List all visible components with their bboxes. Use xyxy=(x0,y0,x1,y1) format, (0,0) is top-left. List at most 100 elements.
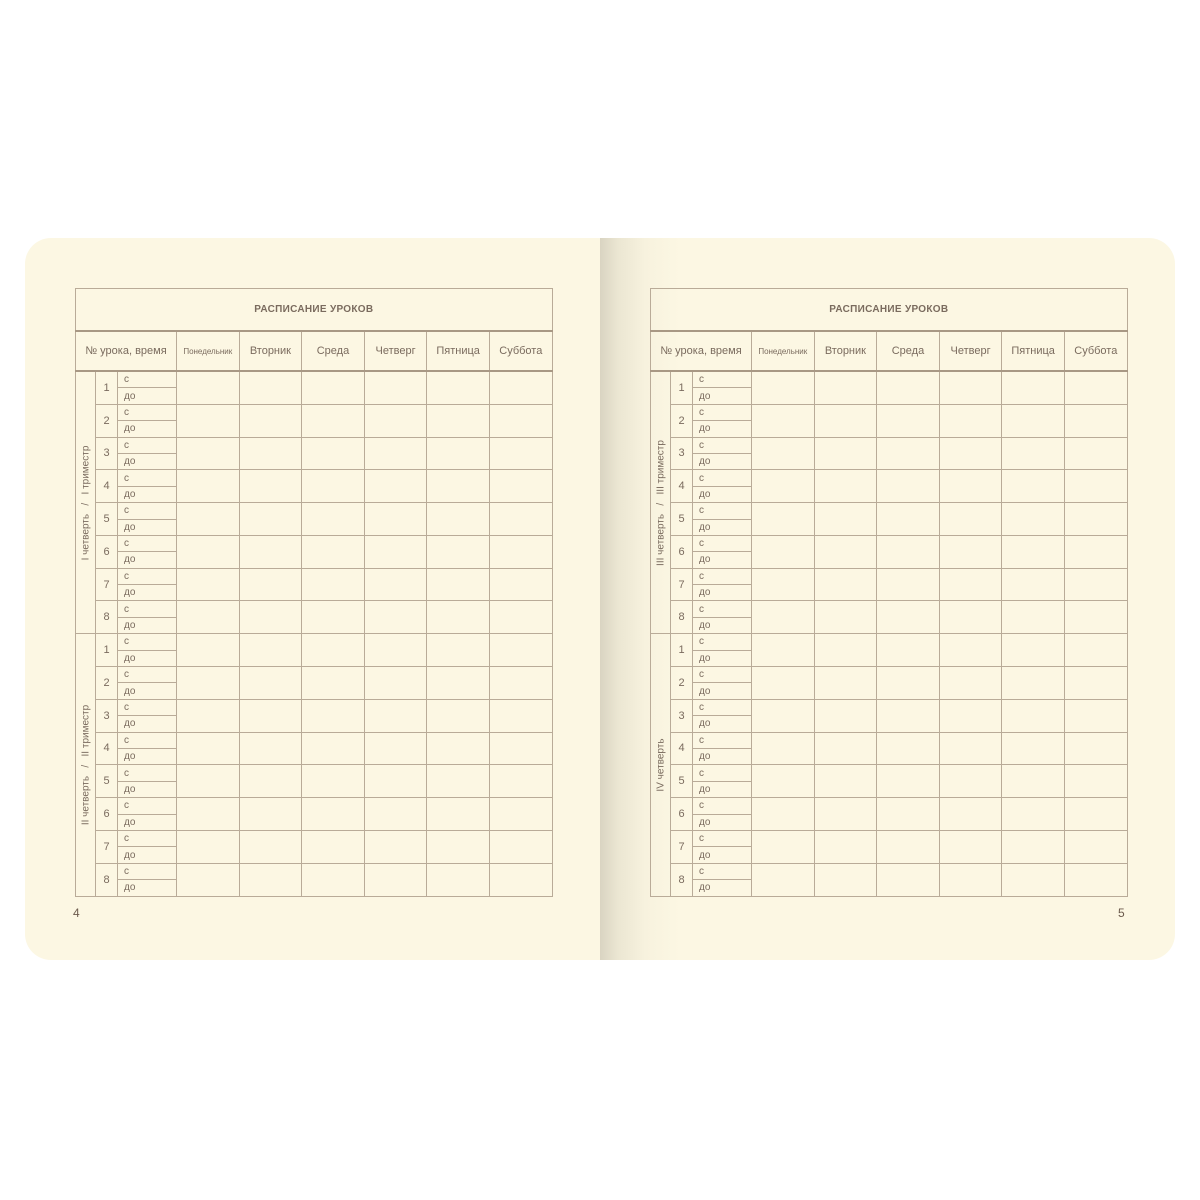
subject-cell[interactable] xyxy=(426,797,490,831)
subject-cell[interactable] xyxy=(488,698,553,733)
time-to-field[interactable]: до xyxy=(692,813,752,831)
time-to-field[interactable]: до xyxy=(117,846,177,864)
subject-cell[interactable] xyxy=(176,534,240,569)
subject-cell[interactable] xyxy=(876,862,940,897)
subject-cell[interactable] xyxy=(751,403,815,438)
subject-cell[interactable] xyxy=(363,370,428,405)
time-from-field[interactable]: с xyxy=(117,567,177,586)
subject-cell[interactable] xyxy=(301,633,365,668)
subject-cell[interactable] xyxy=(1001,862,1065,897)
subject-cell[interactable] xyxy=(1001,469,1065,504)
time-to-field[interactable]: до xyxy=(692,747,752,766)
time-from-field[interactable]: с xyxy=(117,666,177,684)
subject-cell[interactable] xyxy=(488,436,553,471)
subject-cell[interactable] xyxy=(488,633,553,668)
subject-cell[interactable] xyxy=(301,370,365,405)
time-to-field[interactable]: до xyxy=(117,616,177,635)
subject-cell[interactable] xyxy=(363,469,428,504)
subject-cell[interactable] xyxy=(301,797,365,831)
subject-cell[interactable] xyxy=(938,469,1003,504)
subject-cell[interactable] xyxy=(1063,403,1128,438)
subject-cell[interactable] xyxy=(813,469,878,504)
time-to-field[interactable]: до xyxy=(117,518,177,536)
time-from-field[interactable]: с xyxy=(692,764,752,782)
time-to-field[interactable]: до xyxy=(692,879,752,897)
subject-cell[interactable] xyxy=(488,469,553,504)
subject-cell[interactable] xyxy=(938,370,1003,405)
subject-cell[interactable] xyxy=(751,731,815,766)
subject-cell[interactable] xyxy=(876,633,940,668)
subject-cell[interactable] xyxy=(301,534,365,569)
subject-cell[interactable] xyxy=(363,731,428,766)
time-from-field[interactable]: с xyxy=(692,502,752,520)
subject-cell[interactable] xyxy=(363,600,428,635)
subject-cell[interactable] xyxy=(1063,764,1128,799)
time-to-field[interactable]: до xyxy=(117,387,177,405)
subject-cell[interactable] xyxy=(1063,567,1128,602)
subject-cell[interactable] xyxy=(938,436,1003,471)
subject-cell[interactable] xyxy=(751,633,815,668)
time-from-field[interactable]: с xyxy=(692,403,752,422)
subject-cell[interactable] xyxy=(876,502,940,536)
subject-cell[interactable] xyxy=(488,370,553,405)
time-from-field[interactable]: с xyxy=(117,829,177,848)
subject-cell[interactable] xyxy=(938,731,1003,766)
subject-cell[interactable] xyxy=(1063,469,1128,504)
subject-cell[interactable] xyxy=(488,764,553,799)
subject-cell[interactable] xyxy=(426,862,490,897)
subject-cell[interactable] xyxy=(938,797,1003,831)
time-to-field[interactable]: до xyxy=(692,616,752,635)
subject-cell[interactable] xyxy=(876,600,940,635)
subject-cell[interactable] xyxy=(876,436,940,471)
subject-cell[interactable] xyxy=(876,469,940,504)
time-from-field[interactable]: с xyxy=(117,731,177,749)
subject-cell[interactable] xyxy=(876,534,940,569)
time-from-field[interactable]: с xyxy=(692,797,752,815)
subject-cell[interactable] xyxy=(813,731,878,766)
subject-cell[interactable] xyxy=(176,862,240,897)
subject-cell[interactable] xyxy=(301,666,365,700)
subject-cell[interactable] xyxy=(176,633,240,668)
subject-cell[interactable] xyxy=(751,764,815,799)
subject-cell[interactable] xyxy=(238,731,303,766)
time-from-field[interactable]: с xyxy=(692,567,752,586)
subject-cell[interactable] xyxy=(1001,370,1065,405)
subject-cell[interactable] xyxy=(813,797,878,831)
subject-cell[interactable] xyxy=(751,797,815,831)
subject-cell[interactable] xyxy=(426,600,490,635)
subject-cell[interactable] xyxy=(176,797,240,831)
subject-cell[interactable] xyxy=(488,403,553,438)
subject-cell[interactable] xyxy=(238,764,303,799)
subject-cell[interactable] xyxy=(813,764,878,799)
time-to-field[interactable]: до xyxy=(117,485,177,504)
subject-cell[interactable] xyxy=(813,502,878,536)
time-from-field[interactable]: с xyxy=(692,862,752,881)
subject-cell[interactable] xyxy=(176,502,240,536)
subject-cell[interactable] xyxy=(426,666,490,700)
subject-cell[interactable] xyxy=(301,731,365,766)
subject-cell[interactable] xyxy=(238,469,303,504)
subject-cell[interactable] xyxy=(301,436,365,471)
time-from-field[interactable]: с xyxy=(117,600,177,618)
subject-cell[interactable] xyxy=(176,436,240,471)
subject-cell[interactable] xyxy=(363,862,428,897)
time-to-field[interactable]: до xyxy=(692,551,752,569)
time-from-field[interactable]: с xyxy=(692,370,752,389)
subject-cell[interactable] xyxy=(751,469,815,504)
time-to-field[interactable]: до xyxy=(692,518,752,536)
subject-cell[interactable] xyxy=(1063,829,1128,864)
time-to-field[interactable]: до xyxy=(117,747,177,766)
subject-cell[interactable] xyxy=(813,567,878,602)
subject-cell[interactable] xyxy=(1063,862,1128,897)
time-to-field[interactable]: до xyxy=(692,649,752,668)
subject-cell[interactable] xyxy=(176,600,240,635)
subject-cell[interactable] xyxy=(876,666,940,700)
time-to-field[interactable]: до xyxy=(692,387,752,405)
subject-cell[interactable] xyxy=(426,731,490,766)
subject-cell[interactable] xyxy=(1001,567,1065,602)
time-from-field[interactable]: с xyxy=(117,502,177,520)
time-to-field[interactable]: до xyxy=(117,551,177,569)
subject-cell[interactable] xyxy=(176,469,240,504)
subject-cell[interactable] xyxy=(1063,698,1128,733)
subject-cell[interactable] xyxy=(1063,534,1128,569)
